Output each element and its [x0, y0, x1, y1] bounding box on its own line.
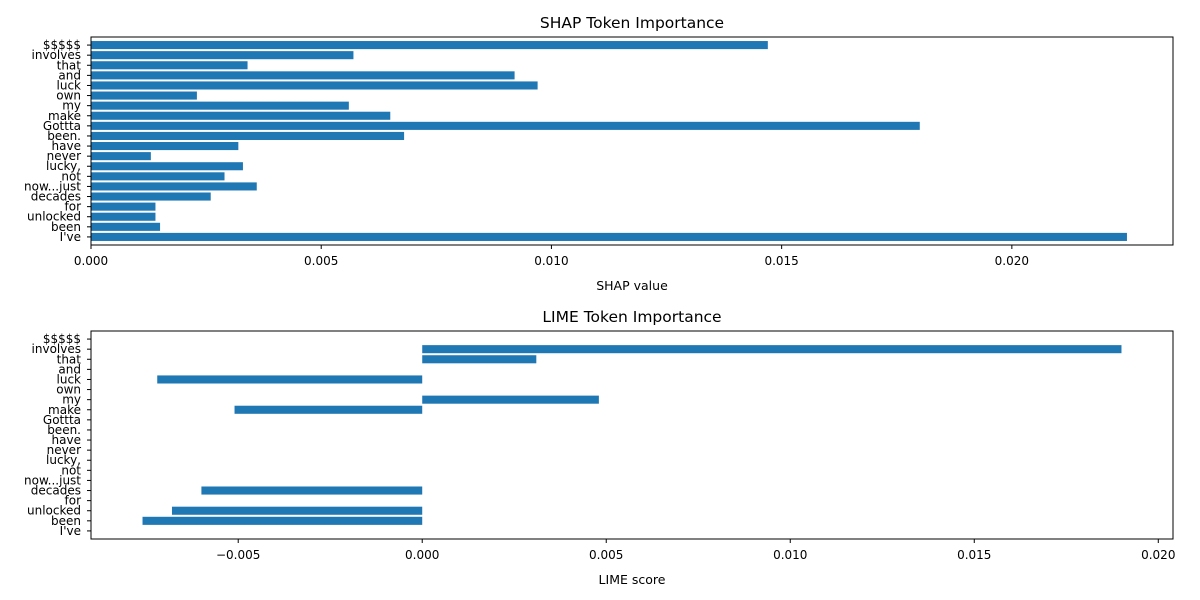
- bar-16: [91, 202, 156, 211]
- x-tick-label-4: 0.020: [995, 254, 1029, 268]
- bar-14: [91, 182, 257, 191]
- y-tick-label-10: have: [52, 433, 81, 447]
- bar-4: [91, 81, 538, 90]
- plot-frame: [90, 36, 1174, 246]
- y-tick-label-4: luck: [57, 78, 82, 92]
- plot-frame: [90, 330, 1174, 540]
- bar-4: [157, 375, 423, 384]
- y-tick-label-5: own: [56, 383, 81, 397]
- y-tick-label-14: now...just: [24, 473, 81, 487]
- y-tick-label-11: never: [47, 149, 81, 163]
- bar-7: [91, 111, 391, 120]
- y-tick-label-1: involves: [32, 342, 81, 356]
- y-tick-label-16: for: [65, 494, 82, 508]
- y-tick-label-10: have: [52, 139, 81, 153]
- y-tick-label-13: not: [61, 463, 81, 477]
- y-tick-label-0: $$$$$: [43, 38, 81, 52]
- x-tick-label-5: 0.020: [1141, 548, 1175, 562]
- bar-12: [91, 162, 243, 171]
- y-tick-label-5: own: [56, 89, 81, 103]
- bar-3: [91, 71, 515, 80]
- y-tick-label-14: now...just: [24, 179, 81, 193]
- y-tick-label-7: make: [48, 403, 81, 417]
- bar-7: [234, 405, 423, 414]
- x-tick-label-4: 0.015: [957, 548, 991, 562]
- y-tick-label-17: unlocked: [27, 504, 81, 518]
- y-tick-label-18: been: [51, 514, 81, 528]
- bar-15: [91, 192, 211, 201]
- x-tick-label-1: 0.000: [405, 548, 439, 562]
- bar-1: [422, 345, 1122, 354]
- y-tick-label-15: decades: [31, 484, 81, 498]
- bar-10: [91, 142, 239, 151]
- y-tick-label-8: Gottta: [43, 119, 81, 133]
- bar-11: [91, 152, 151, 161]
- bar-17: [171, 506, 423, 515]
- lime-chart: LIME Token Importance $$$$$involvesthatan…: [24, 308, 1175, 587]
- bar-6: [422, 395, 599, 404]
- y-tick-label-19: I've: [60, 524, 81, 538]
- y-tick-label-6: my: [62, 99, 81, 113]
- bar-8: [91, 121, 920, 130]
- bar-9: [91, 131, 405, 140]
- y-tick-label-12: lucky,: [46, 453, 81, 467]
- y-tick-label-19: I've: [60, 230, 81, 244]
- y-tick-label-8: Gottta: [43, 413, 81, 427]
- bar-5: [91, 91, 197, 100]
- y-tick-label-2: that: [57, 352, 82, 366]
- y-tick-label-7: make: [48, 109, 81, 123]
- bar-6: [91, 101, 349, 110]
- y-tick-label-0: $$$$$: [43, 332, 81, 346]
- y-tick-label-11: never: [47, 443, 81, 457]
- x-tick-label-3: 0.015: [764, 254, 798, 268]
- y-tick-label-16: for: [65, 200, 82, 214]
- y-tick-label-1: involves: [32, 48, 81, 62]
- y-tick-label-9: been.: [47, 423, 81, 437]
- x-tick-label-2: 0.010: [534, 254, 568, 268]
- y-tick-label-2: that: [57, 58, 82, 72]
- bar-2: [91, 61, 248, 70]
- y-tick-label-3: and: [58, 362, 81, 376]
- x-tick-label-2: 0.005: [589, 548, 623, 562]
- bar-13: [91, 172, 225, 181]
- bar-17: [91, 212, 156, 221]
- chart-title: LIME Token Importance: [542, 308, 721, 326]
- x-tick-label-0: −0.005: [216, 548, 260, 562]
- bar-0: [91, 41, 768, 50]
- x-axis-label: SHAP value: [596, 278, 668, 293]
- y-tick-label-17: unlocked: [27, 210, 81, 224]
- y-tick-label-6: my: [62, 393, 81, 407]
- y-tick-label-9: been.: [47, 129, 81, 143]
- y-tick-label-4: luck: [57, 372, 82, 386]
- bar-2: [422, 355, 537, 364]
- x-tick-label-3: 0.010: [773, 548, 807, 562]
- y-tick-label-13: not: [61, 169, 81, 183]
- y-tick-label-15: decades: [31, 190, 81, 204]
- chart-title: SHAP Token Importance: [540, 14, 724, 32]
- x-axis-label: LIME score: [599, 572, 666, 587]
- bar-18: [142, 516, 423, 525]
- bar-18: [91, 222, 161, 231]
- bar-19: [91, 232, 1127, 241]
- y-tick-label-18: been: [51, 220, 81, 234]
- x-tick-label-1: 0.005: [304, 254, 338, 268]
- bar-15: [201, 486, 423, 495]
- y-tick-label-3: and: [58, 68, 81, 82]
- y-tick-label-12: lucky,: [46, 159, 81, 173]
- x-tick-label-0: 0.000: [74, 254, 108, 268]
- bar-1: [91, 51, 354, 60]
- shap-chart: SHAP Token Importance $$$$$involvesthatan…: [24, 14, 1174, 293]
